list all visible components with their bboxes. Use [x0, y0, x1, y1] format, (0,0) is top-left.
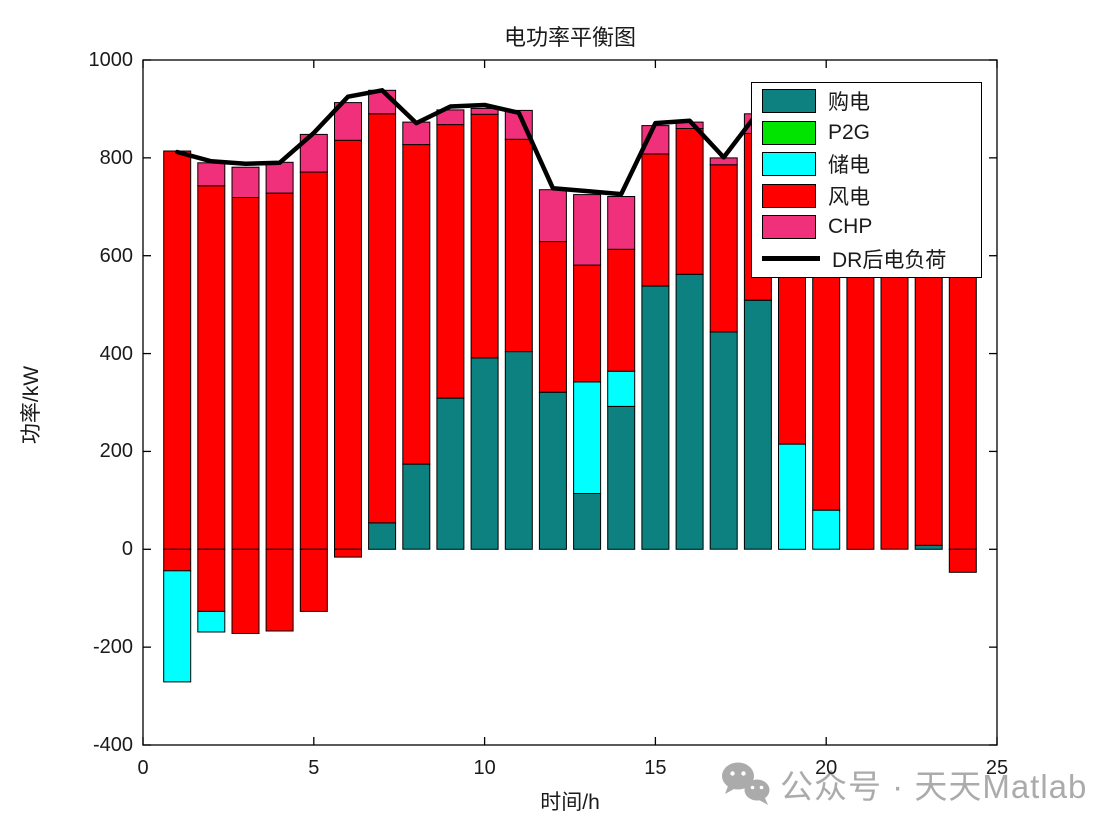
legend-color-patch-wind [762, 183, 816, 208]
bar-segment-h15-buy [641, 285, 670, 550]
legend-item-storage: 储电 [752, 149, 981, 179]
bar-segment-h10-wind [470, 113, 499, 359]
bar-segment-h17-wind [709, 164, 738, 333]
bar-segment-h9-buy [436, 397, 465, 550]
bar-segment-h1-wind [163, 548, 192, 572]
bar-segment-h12-chp [538, 189, 567, 243]
y-axis-label: 功率/kW [20, 365, 43, 445]
bar-segment-h19-storage [778, 443, 806, 550]
legend-item-chp: CHP [752, 212, 981, 242]
bar-segment-h8-wind [402, 144, 431, 465]
chart-title: 电功率平衡图 [503, 25, 636, 50]
bar-segment-h15-wind [641, 153, 670, 287]
bar-segment-h4-wind [265, 548, 294, 632]
bar-segment-h11-buy [504, 351, 533, 550]
bar-segment-h3-chp [231, 166, 260, 198]
bar-segment-h1-wind [163, 150, 192, 550]
legend-line-sample [762, 256, 820, 262]
bar-segment-h16-wind [675, 128, 704, 275]
bar-segment-h23-buy [914, 544, 943, 550]
axes-box [142, 59, 998, 746]
bar-segment-h6-wind [334, 139, 362, 550]
bar-segment-h12-buy [538, 391, 567, 550]
bar-segment-h11-wind [504, 138, 533, 353]
bar-segment-h24-wind [948, 548, 977, 573]
bar-segment-h14-chp [607, 196, 636, 250]
bar-segment-h9-chp [436, 109, 465, 126]
legend-item-p2g: P2G [752, 118, 981, 148]
bar-segment-h6-wind [334, 548, 362, 558]
bar-segment-h8-buy [402, 463, 431, 550]
bar-segment-h13-buy [573, 493, 602, 550]
bar-segment-h16-buy [675, 273, 704, 550]
bar-segment-h7-wind [368, 113, 397, 524]
bar-segment-h14-buy [607, 405, 636, 550]
legend-label-p2g: P2G [828, 120, 871, 144]
bar-segment-h14-storage [607, 370, 636, 407]
bar-segment-h10-buy [470, 357, 499, 550]
bar-segment-h3-wind [231, 548, 260, 634]
bar-segment-h7-buy [368, 522, 397, 550]
bar-segment-h12-wind [538, 241, 567, 393]
bar-segment-h5-wind [299, 171, 328, 550]
bar-segment-h20-storage [812, 509, 841, 550]
legend-color-patch-p2g [762, 120, 816, 145]
legend-item-line: DR后电负荷 [752, 244, 981, 274]
bar-segment-h13-chp [573, 194, 602, 266]
bar-segment-h13-storage [573, 381, 602, 494]
bar-segment-h4-chp [265, 161, 294, 194]
legend-label-wind: 风电 [828, 185, 870, 209]
bar-segment-h2-wind [197, 548, 226, 612]
legend: 购电 P2G 储电风电 CHP DR后电负荷 [751, 82, 982, 278]
bar-segment-h10-chp [470, 107, 499, 115]
bar-segment-h18-buy [743, 299, 772, 550]
dr-load-line [174, 88, 795, 197]
bar-segment-h2-storage [197, 610, 226, 633]
legend-color-patch-chp [762, 215, 816, 240]
bar-segment-h3-wind [231, 197, 260, 550]
x-axis-label: 时间/h [540, 791, 600, 814]
legend-label-chp: CHP [828, 215, 873, 239]
bar-segment-h2-wind [197, 185, 226, 550]
bar-segment-h9-wind [436, 124, 465, 399]
legend-label-line: DR后电负荷 [832, 248, 947, 272]
legend-label-storage: 储电 [828, 154, 870, 178]
bar-segment-h14-wind [607, 248, 636, 372]
bar-segment-h17-buy [709, 331, 738, 550]
bar-segment-h13-wind [573, 264, 602, 383]
legend-color-patch-buy [762, 89, 816, 114]
bar-segment-h1-storage [163, 570, 192, 683]
bar-segment-h5-wind [299, 548, 328, 612]
bar-segment-h2-chp [197, 162, 226, 187]
legend-color-patch-storage [762, 152, 816, 177]
bar-segment-h8-chp [402, 121, 431, 146]
legend-item-wind: 风电 [752, 181, 981, 211]
bar-segment-h4-wind [265, 192, 294, 550]
legend-label-buy: 购电 [828, 91, 870, 115]
legend-item-buy: 购电 [752, 86, 981, 116]
